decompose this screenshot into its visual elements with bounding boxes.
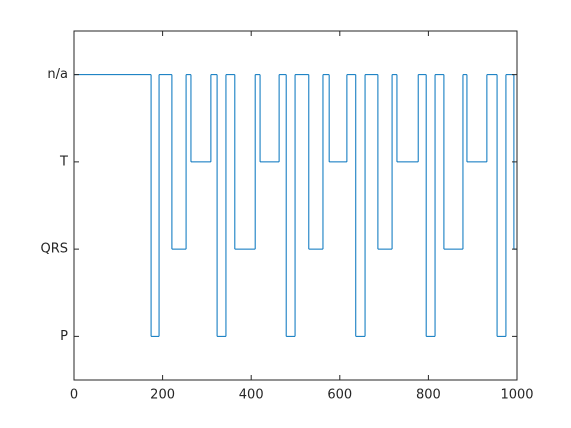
y-tick-label: T <box>59 154 68 169</box>
y-tick-label: QRS <box>40 242 68 257</box>
x-tick-label: 1000 <box>500 388 533 403</box>
x-tick-label: 800 <box>416 388 441 403</box>
x-tick-label: 600 <box>327 388 352 403</box>
y-tick-label: P <box>60 329 68 344</box>
x-tick-label: 400 <box>239 388 264 403</box>
x-tick-label: 0 <box>70 388 78 403</box>
y-tick-label: n/a <box>47 67 68 82</box>
axes-box <box>73 30 518 381</box>
x-tick-label: 200 <box>150 388 175 403</box>
